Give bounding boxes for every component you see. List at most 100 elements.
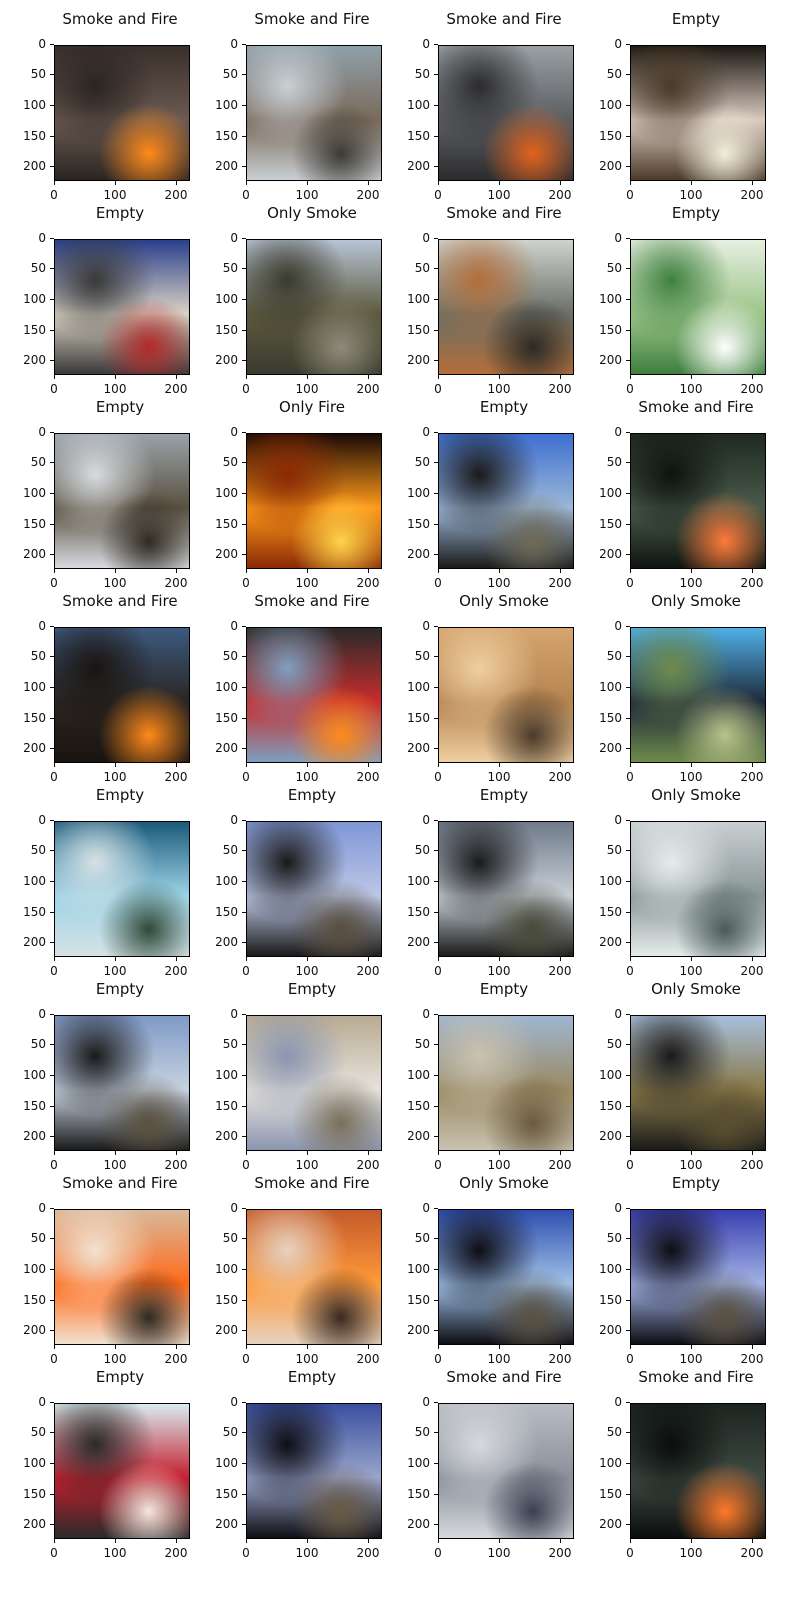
x-tick-label: 0	[434, 964, 442, 978]
image-panel: Empty 0 50 100 150 200 0 100 200	[0, 786, 192, 978]
panel-title: Smoke and Fire	[446, 1368, 562, 1386]
panel-title: Smoke and Fire	[62, 10, 178, 28]
x-tick-mark	[560, 1539, 561, 1543]
x-tick-label: 200	[548, 576, 572, 590]
x-tick-mark	[691, 763, 692, 767]
x-tick-mark	[246, 375, 247, 379]
y-tick-mark	[434, 268, 438, 269]
y-tick-mark	[242, 1524, 246, 1525]
image-panel: Empty 0 50 100 150 200 0 100 200	[0, 980, 192, 1172]
y-tick-label: 50	[30, 67, 46, 81]
x-tick-mark	[752, 1539, 753, 1543]
x-tick-mark	[115, 763, 116, 767]
y-tick-label: 150	[407, 1293, 430, 1307]
y-tick-label: 200	[215, 1517, 238, 1531]
y-tick-mark	[242, 1300, 246, 1301]
y-tick-mark	[626, 1524, 630, 1525]
y-tick-mark	[50, 656, 54, 657]
panel-title: Smoke and Fire	[62, 1174, 178, 1192]
y-tick-mark	[626, 1269, 630, 1270]
y-tick-mark	[242, 299, 246, 300]
y-tick-label: 150	[599, 1487, 622, 1501]
y-tick-mark	[50, 166, 54, 167]
x-tick-mark	[246, 1151, 247, 1155]
panel-title: Only Smoke	[651, 592, 741, 610]
thumbnail-image	[630, 1015, 766, 1151]
x-tick-label: 100	[679, 1546, 703, 1560]
x-tick-label: 0	[434, 1158, 442, 1172]
y-tick-label: 200	[215, 1323, 238, 1337]
y-tick-label: 200	[407, 1323, 430, 1337]
y-tick-label: 100	[215, 680, 238, 694]
y-tick-mark	[626, 1494, 630, 1495]
y-tick-label: 100	[599, 1068, 622, 1082]
x-tick-mark	[115, 375, 116, 379]
y-tick-label: 100	[215, 874, 238, 888]
y-tick-mark	[626, 462, 630, 463]
x-tick-label: 0	[626, 964, 634, 978]
x-tick-mark	[115, 1151, 116, 1155]
y-tick-mark	[50, 718, 54, 719]
y-tick-mark	[626, 330, 630, 331]
x-tick-label: 0	[50, 1546, 58, 1560]
panel-title: Only Smoke	[267, 204, 357, 222]
x-tick-label: 100	[487, 1158, 511, 1172]
y-tick-label: 50	[222, 67, 238, 81]
y-tick-label: 0	[422, 37, 430, 51]
y-tick-mark	[626, 1238, 630, 1239]
y-tick-mark	[50, 432, 54, 433]
x-tick-mark	[115, 569, 116, 573]
y-tick-label: 0	[422, 1395, 430, 1409]
y-tick-mark	[626, 299, 630, 300]
image-panel: Only Smoke 0 50 100 150 200 0 100 200	[384, 1174, 576, 1366]
thumbnail-image	[54, 821, 190, 957]
thumbnail-image	[246, 1403, 382, 1539]
image-panel: Smoke and Fire 0 50 100 150 200 0 100 200	[192, 1174, 384, 1366]
y-tick-label: 100	[23, 874, 46, 888]
x-tick-label: 100	[295, 1158, 319, 1172]
x-tick-label: 0	[434, 770, 442, 784]
x-tick-mark	[307, 1345, 308, 1349]
y-tick-label: 150	[23, 1099, 46, 1113]
y-tick-mark	[626, 1106, 630, 1107]
panel-title: Empty	[95, 980, 145, 998]
x-tick-mark	[368, 181, 369, 185]
y-tick-mark	[50, 850, 54, 851]
y-tick-mark	[434, 1402, 438, 1403]
y-tick-mark	[242, 268, 246, 269]
y-tick-label: 50	[222, 1037, 238, 1051]
y-tick-label: 200	[23, 547, 46, 561]
y-tick-mark	[50, 1238, 54, 1239]
thumbnail-image	[438, 45, 574, 181]
x-tick-label: 200	[740, 964, 764, 978]
image-panel: Empty 0 50 100 150 200 0 100 200	[576, 1174, 768, 1366]
x-tick-mark	[630, 1539, 631, 1543]
x-tick-mark	[54, 763, 55, 767]
image-panel: Only Smoke 0 50 100 150 200 0 100 200	[576, 980, 768, 1172]
y-tick-label: 200	[407, 1517, 430, 1531]
x-tick-mark	[560, 1151, 561, 1155]
x-tick-label: 100	[679, 576, 703, 590]
image-panel: Empty 0 50 100 150 200 0 100 200	[384, 980, 576, 1172]
y-tick-mark	[242, 238, 246, 239]
panel-title: Smoke and Fire	[254, 592, 370, 610]
y-tick-mark	[242, 1075, 246, 1076]
x-tick-label: 200	[548, 1546, 572, 1560]
y-tick-mark	[50, 136, 54, 137]
x-tick-mark	[499, 1539, 500, 1543]
x-tick-mark	[307, 1539, 308, 1543]
x-tick-label: 100	[487, 382, 511, 396]
image-panel: Empty 0 50 100 150 200 0 100 200	[0, 1368, 192, 1560]
y-tick-mark	[50, 462, 54, 463]
panel-title: Empty	[479, 980, 529, 998]
x-tick-mark	[438, 375, 439, 379]
image-panel: Empty 0 50 100 150 200 0 100 200	[192, 1368, 384, 1560]
y-tick-label: 150	[599, 323, 622, 337]
y-tick-label: 0	[422, 425, 430, 439]
y-tick-label: 100	[215, 1068, 238, 1082]
y-tick-label: 50	[30, 843, 46, 857]
x-tick-mark	[752, 1345, 753, 1349]
y-tick-label: 0	[38, 37, 46, 51]
y-tick-mark	[626, 238, 630, 239]
